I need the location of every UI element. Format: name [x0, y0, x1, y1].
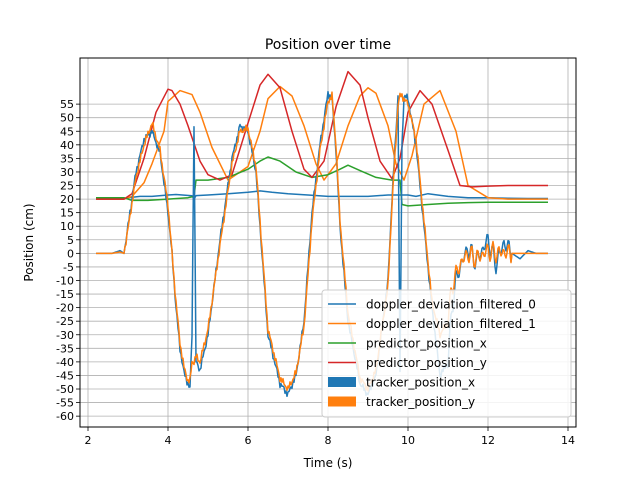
- y-tick-label: -60: [56, 410, 74, 423]
- y-tick-label: 15: [60, 207, 74, 220]
- x-tick-label: 10: [401, 434, 415, 447]
- chart-title: Position over time: [265, 37, 391, 53]
- y-tick-label: -55: [56, 397, 74, 410]
- x-tick-label: 8: [325, 434, 332, 447]
- y-tick-label: -15: [56, 288, 74, 301]
- series-line-doppler-deviation-filtered-1: [96, 85, 548, 200]
- y-tick-label: 50: [60, 112, 74, 125]
- legend: doppler_deviation_filtered_0 doppler_devi…: [321, 289, 572, 418]
- legend-label: predictor_position_y: [366, 356, 487, 370]
- y-tick-label: 10: [60, 220, 74, 233]
- y-tick-label: 0: [67, 247, 74, 260]
- y-tick-label: 45: [60, 125, 74, 138]
- series-layer: [96, 70, 548, 398]
- x-tick-label: 14: [561, 434, 575, 447]
- x-axis-title: Time (s): [303, 456, 353, 470]
- y-axis-title: Position (cm): [22, 203, 36, 281]
- y-tick-label: -40: [56, 356, 74, 369]
- legend-label: predictor_position_x: [366, 337, 487, 351]
- y-tick-label: -50: [56, 383, 74, 396]
- y-tick-label: -5: [63, 261, 74, 274]
- y-tick-label: 5: [67, 234, 74, 247]
- y-tick-label: -20: [56, 302, 74, 315]
- y-tick-label: -25: [56, 315, 74, 328]
- y-axis-ticks: -60-55-50-45-40-35-30-25-20-15-10-505101…: [56, 98, 80, 423]
- legend-swatch: [328, 396, 356, 407]
- y-tick-label: 35: [60, 152, 74, 165]
- legend-label: doppler_deviation_filtered_0: [366, 298, 536, 312]
- y-tick-label: -10: [56, 274, 74, 287]
- legend-label: tracker_position_y: [366, 395, 475, 409]
- legend-box: [321, 289, 572, 418]
- y-tick-label: 20: [60, 193, 74, 206]
- x-axis-ticks: 2 4 6 8 10 12 14: [85, 427, 575, 447]
- series-line-tracker-position-y: [96, 91, 548, 392]
- series-line-predictor-position-y: [96, 70, 548, 200]
- legend-label: tracker_position_x: [366, 376, 475, 390]
- y-tick-label: 55: [60, 98, 74, 111]
- x-tick-label: 6: [245, 434, 252, 447]
- legend-swatch: [328, 377, 356, 387]
- y-tick-label: 40: [60, 139, 74, 152]
- y-tick-label: -45: [56, 369, 74, 382]
- x-tick-label: 2: [85, 434, 92, 447]
- x-tick-label: 12: [481, 434, 495, 447]
- y-tick-label: -30: [56, 329, 74, 342]
- legend-label: doppler_deviation_filtered_1: [366, 317, 536, 331]
- y-tick-label: 25: [60, 180, 74, 193]
- x-tick-label: 4: [165, 434, 172, 447]
- y-tick-label: -35: [56, 342, 74, 355]
- y-tick-label: 30: [60, 166, 74, 179]
